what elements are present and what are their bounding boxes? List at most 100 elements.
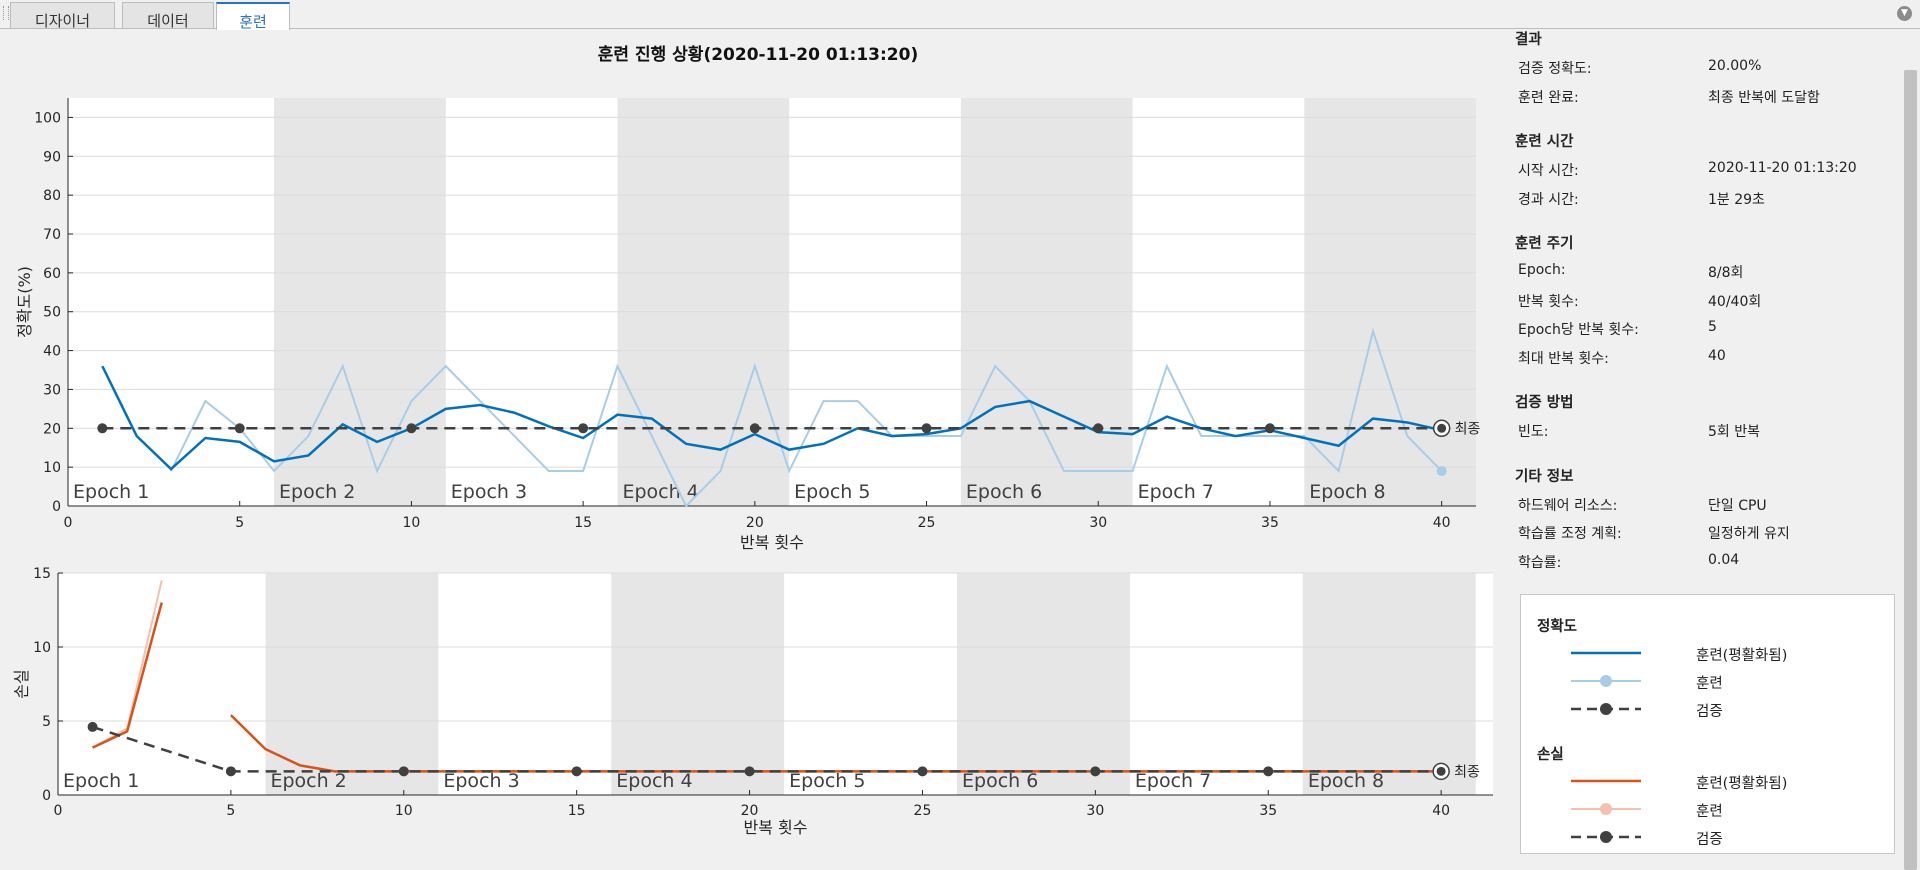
scrollbar-thumb[interactable] [1904,70,1917,870]
epoch-label: Epoch 3 [451,481,527,503]
epoch-label: Epoch 8 [1309,481,1385,503]
x-tick-label: 40 [1433,515,1451,531]
info-row: Epoch당 반복 횟수: 5 [1518,319,1878,338]
legend-item-accuracy-validation: 검증 [1571,699,1881,720]
legend-item-accuracy-smoothed: 훈련(평활화됨) [1571,648,1788,664]
validation-point [571,766,582,777]
epoch-label: Epoch 1 [73,481,149,503]
validation-point [1093,423,1104,434]
chevron-down-icon[interactable]: ▼ [1897,6,1912,21]
validation-point [744,766,755,777]
validation-point [97,423,108,434]
info-value: 최종 반복에 도달함 [1708,89,1820,106]
info-section-title: 훈련 시간 [1515,134,1574,150]
epoch-band [1302,573,1476,795]
info-key: 빈도: [1518,424,1549,440]
x-tick-label: 25 [918,515,936,531]
y-tick-label: 80 [43,188,61,204]
y-tick-label: 10 [33,640,51,656]
legend-item-loss-raw: 훈련 [1571,799,1881,820]
info-section-title: 검증 방법 [1515,395,1574,411]
training-raw-line [170,327,1443,508]
x-axis-label: 반복 횟수 [744,818,808,837]
validation-point [1090,766,1101,777]
vertical-scrollbar[interactable] [1902,30,1920,870]
epoch-band [611,573,785,795]
epoch-band [1304,98,1476,506]
x-tick-label: 20 [746,515,764,531]
info-row: 하드웨어 리소스: 단일 CPU [1518,495,1878,514]
epoch-band [265,573,439,795]
info-value: 일정하게 유지 [1708,526,1790,542]
info-key: Epoch: [1518,262,1566,278]
grip-handle[interactable] [3,6,9,20]
info-row: Epoch: 8/8회 [1518,262,1878,281]
info-key: 경과 시간: [1518,191,1579,208]
info-section-title: 기타 정보 [1515,468,1574,485]
info-row: 경과 시간: 1분 29초 [1518,189,1878,208]
info-value: 단일 CPU [1708,497,1767,514]
info-row: 학습률: 0.04 [1518,552,1878,571]
final-marker-label: 최종 [1455,421,1481,437]
epoch-band [957,573,1130,795]
info-key: 하드웨어 리소스: [1518,497,1618,514]
y-tick-label: 20 [43,421,61,437]
info-row: 검증 정확도: 20.00% [1518,58,1878,77]
validation-point [1436,766,1446,776]
y-tick-label: 15 [33,566,51,582]
y-axis-label: 정확도(%) [15,266,34,338]
training-raw-final-point [1436,466,1447,477]
training-progress-plot: 훈련 진행 상황(2020-11-20 01:13:20)01020304050… [12,44,1493,837]
tab-data[interactable]: 데이터 [122,2,214,30]
tab-training[interactable]: 훈련 [216,2,290,31]
validation-point [1263,766,1274,777]
info-value: 40 [1708,347,1726,364]
info-value: 40/40회 [1708,293,1762,310]
epoch-label: Epoch 6 [966,481,1042,503]
tab-designer[interactable]: 디자이너 [10,2,115,30]
x-tick-label: 0 [54,803,63,819]
validation-point [917,766,928,777]
validation-point [398,766,409,777]
training-smoothed-line [101,365,1442,471]
x-tick-label: 30 [1086,803,1104,819]
x-tick-label: 10 [395,803,413,819]
y-tick-label: 40 [43,344,61,360]
y-tick-label: 5 [42,714,51,730]
epoch-label: Epoch 6 [962,770,1038,792]
info-key: Epoch당 반복 횟수: [1518,322,1639,338]
info-value: 8/8회 [1708,265,1744,281]
info-key: 훈련 완료: [1518,89,1579,106]
x-tick-label: 25 [914,803,932,819]
training-smoothed-line [92,602,163,749]
validation-point [234,423,245,434]
y-tick-label: 70 [43,227,61,243]
y-tick-label: 30 [43,382,61,398]
info-row: 최대 반복 횟수: 40 [1518,347,1878,367]
y-tick-label: 100 [34,110,61,126]
info-row: 학습률 조정 계획: 일정하게 유지 [1518,523,1878,542]
info-value: 20.00% [1708,58,1762,74]
y-axis-label: 손실 [12,669,31,698]
epoch-label: Epoch 7 [1138,481,1214,503]
info-key: 최대 반복 횟수: [1518,350,1609,367]
validation-line [92,725,1442,773]
x-tick-label: 0 [64,515,73,531]
y-tick-label: 0 [42,788,51,804]
info-section-title: 훈련 주기 [1515,236,1574,252]
legend-loss-title: 손실 [1537,747,1564,763]
legend-item-loss-smoothed: 훈련(평활화됨) [1571,776,1788,792]
epoch-label: Epoch 4 [616,770,692,792]
x-tick-label: 10 [403,515,421,531]
legend-accuracy-title: 정확도 [1537,619,1578,635]
validation-point [87,721,98,732]
epoch-band [960,98,1133,506]
epoch-label: Epoch 2 [270,770,346,792]
x-tick-label: 5 [226,803,235,819]
x-tick-label: 35 [1259,803,1277,819]
validation-point [1437,423,1447,433]
y-tick-label: 10 [43,460,61,476]
info-key: 학습률: [1518,554,1562,571]
x-tick-label: 35 [1261,515,1279,531]
info-key: 검증 정확도: [1518,61,1592,77]
